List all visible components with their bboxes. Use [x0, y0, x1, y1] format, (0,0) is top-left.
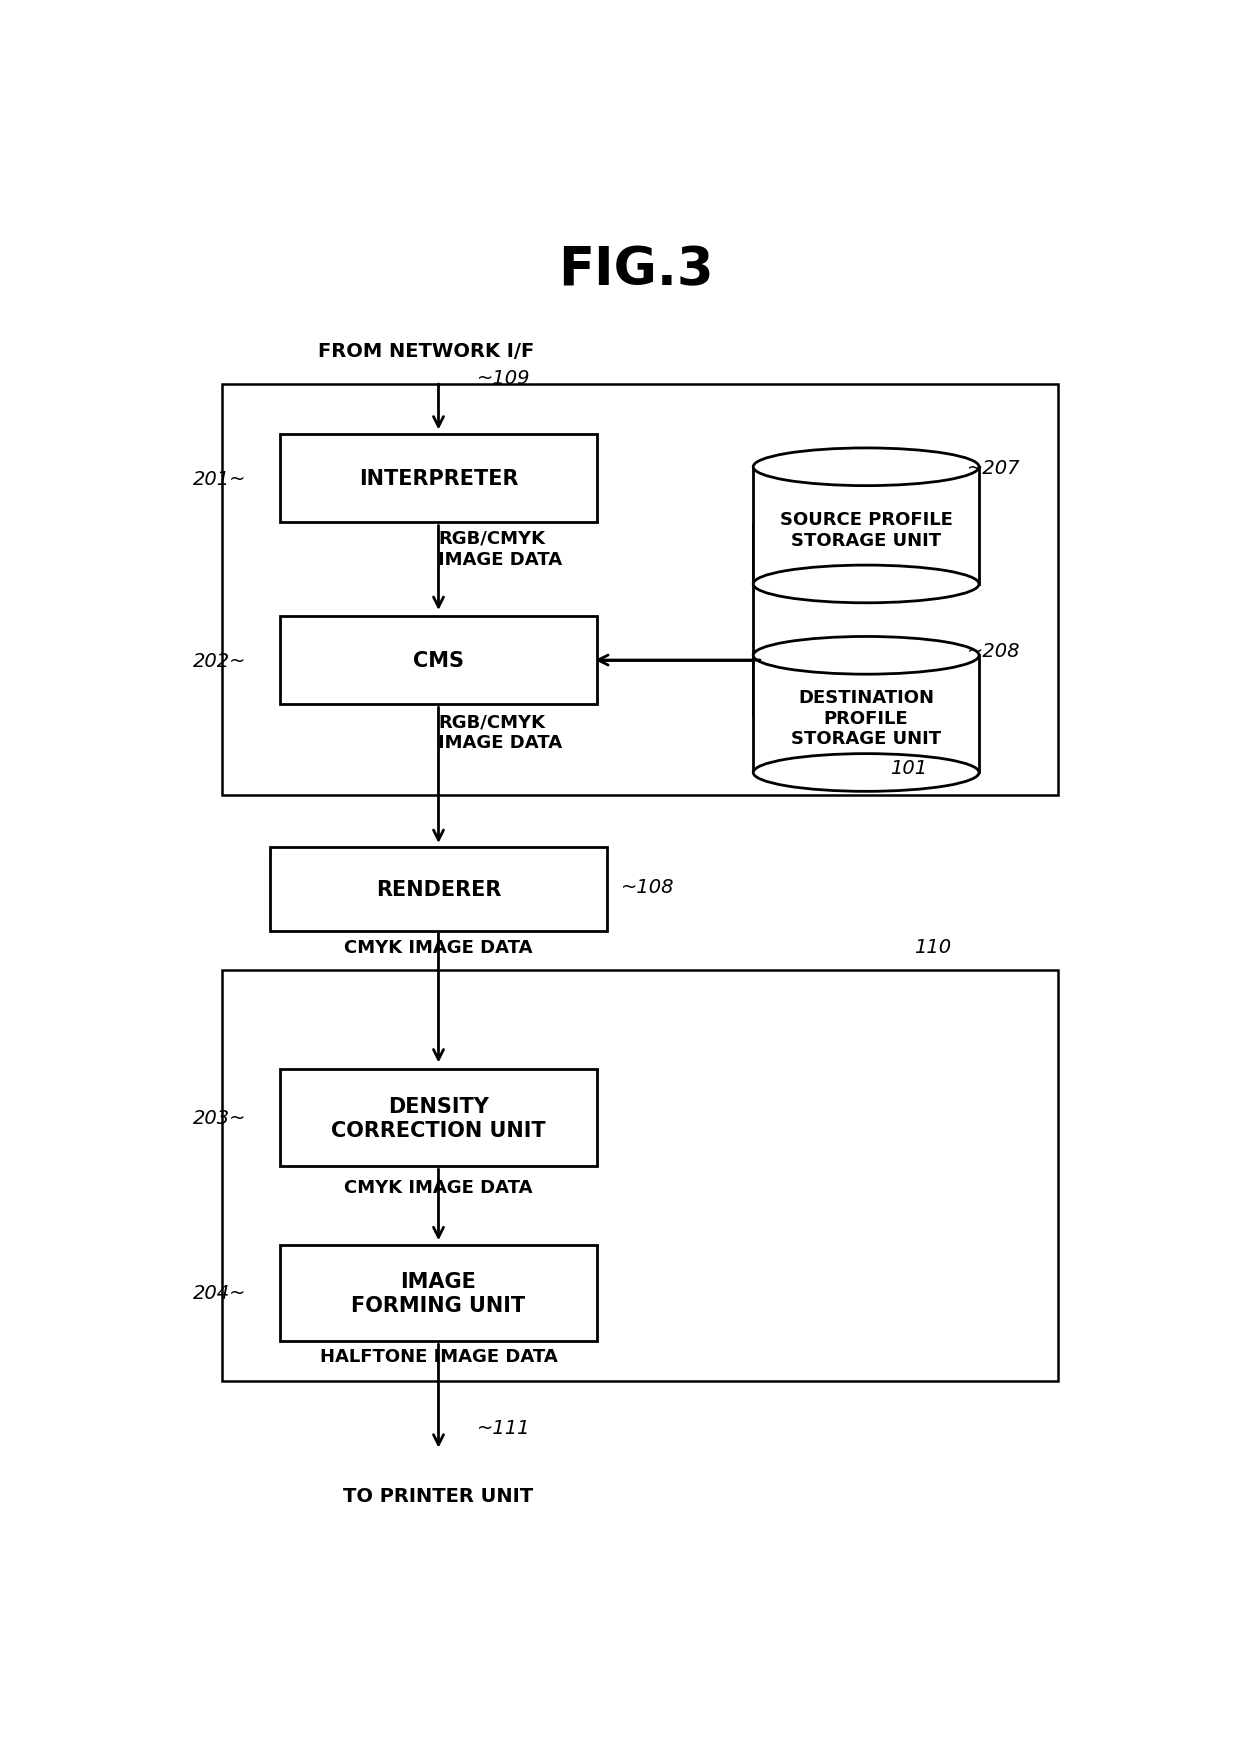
- Bar: [280, 617, 596, 704]
- Ellipse shape: [753, 449, 980, 486]
- Text: 204~: 204~: [192, 1283, 247, 1302]
- Text: ~207: ~207: [967, 458, 1021, 477]
- Bar: [280, 1245, 596, 1342]
- Ellipse shape: [753, 566, 980, 603]
- Text: IMAGE
FORMING UNIT: IMAGE FORMING UNIT: [351, 1273, 526, 1314]
- Text: ~208: ~208: [967, 642, 1021, 661]
- Bar: [222, 970, 1058, 1381]
- Text: RENDERER: RENDERER: [376, 879, 501, 900]
- Text: ~109: ~109: [477, 369, 531, 388]
- Bar: [280, 435, 596, 523]
- Text: DESTINATION
PROFILE
STORAGE UNIT: DESTINATION PROFILE STORAGE UNIT: [791, 689, 941, 748]
- Bar: [222, 385, 1058, 795]
- Ellipse shape: [753, 753, 980, 792]
- Text: HALFTONE IMAGE DATA: HALFTONE IMAGE DATA: [320, 1348, 557, 1365]
- Text: FIG.3: FIG.3: [558, 245, 713, 297]
- Ellipse shape: [753, 636, 980, 675]
- Text: CMYK IMAGE DATA: CMYK IMAGE DATA: [345, 939, 533, 956]
- Text: 110: 110: [914, 939, 951, 956]
- Bar: [280, 1070, 596, 1166]
- Text: SOURCE PROFILE
STORAGE UNIT: SOURCE PROFILE STORAGE UNIT: [780, 510, 952, 549]
- Text: RGB/CMYK
IMAGE DATA: RGB/CMYK IMAGE DATA: [439, 713, 563, 752]
- Text: 203~: 203~: [192, 1108, 247, 1127]
- Text: 202~: 202~: [192, 652, 247, 669]
- Bar: [753, 656, 980, 773]
- Text: ~111: ~111: [477, 1418, 531, 1437]
- Text: CMYK IMAGE DATA: CMYK IMAGE DATA: [345, 1178, 533, 1196]
- Text: DENSITY
CORRECTION UNIT: DENSITY CORRECTION UNIT: [331, 1096, 546, 1140]
- Text: RGB/CMYK
IMAGE DATA: RGB/CMYK IMAGE DATA: [439, 530, 563, 568]
- Text: FROM NETWORK I/F: FROM NETWORK I/F: [319, 341, 534, 360]
- Text: INTERPRETER: INTERPRETER: [358, 468, 518, 489]
- Text: CMS: CMS: [413, 650, 464, 671]
- Text: TO PRINTER UNIT: TO PRINTER UNIT: [343, 1486, 533, 1505]
- Text: ~108: ~108: [621, 877, 675, 897]
- Text: 101: 101: [890, 759, 928, 778]
- Bar: [753, 467, 980, 584]
- Bar: [270, 848, 606, 932]
- Text: 201~: 201~: [192, 470, 247, 488]
